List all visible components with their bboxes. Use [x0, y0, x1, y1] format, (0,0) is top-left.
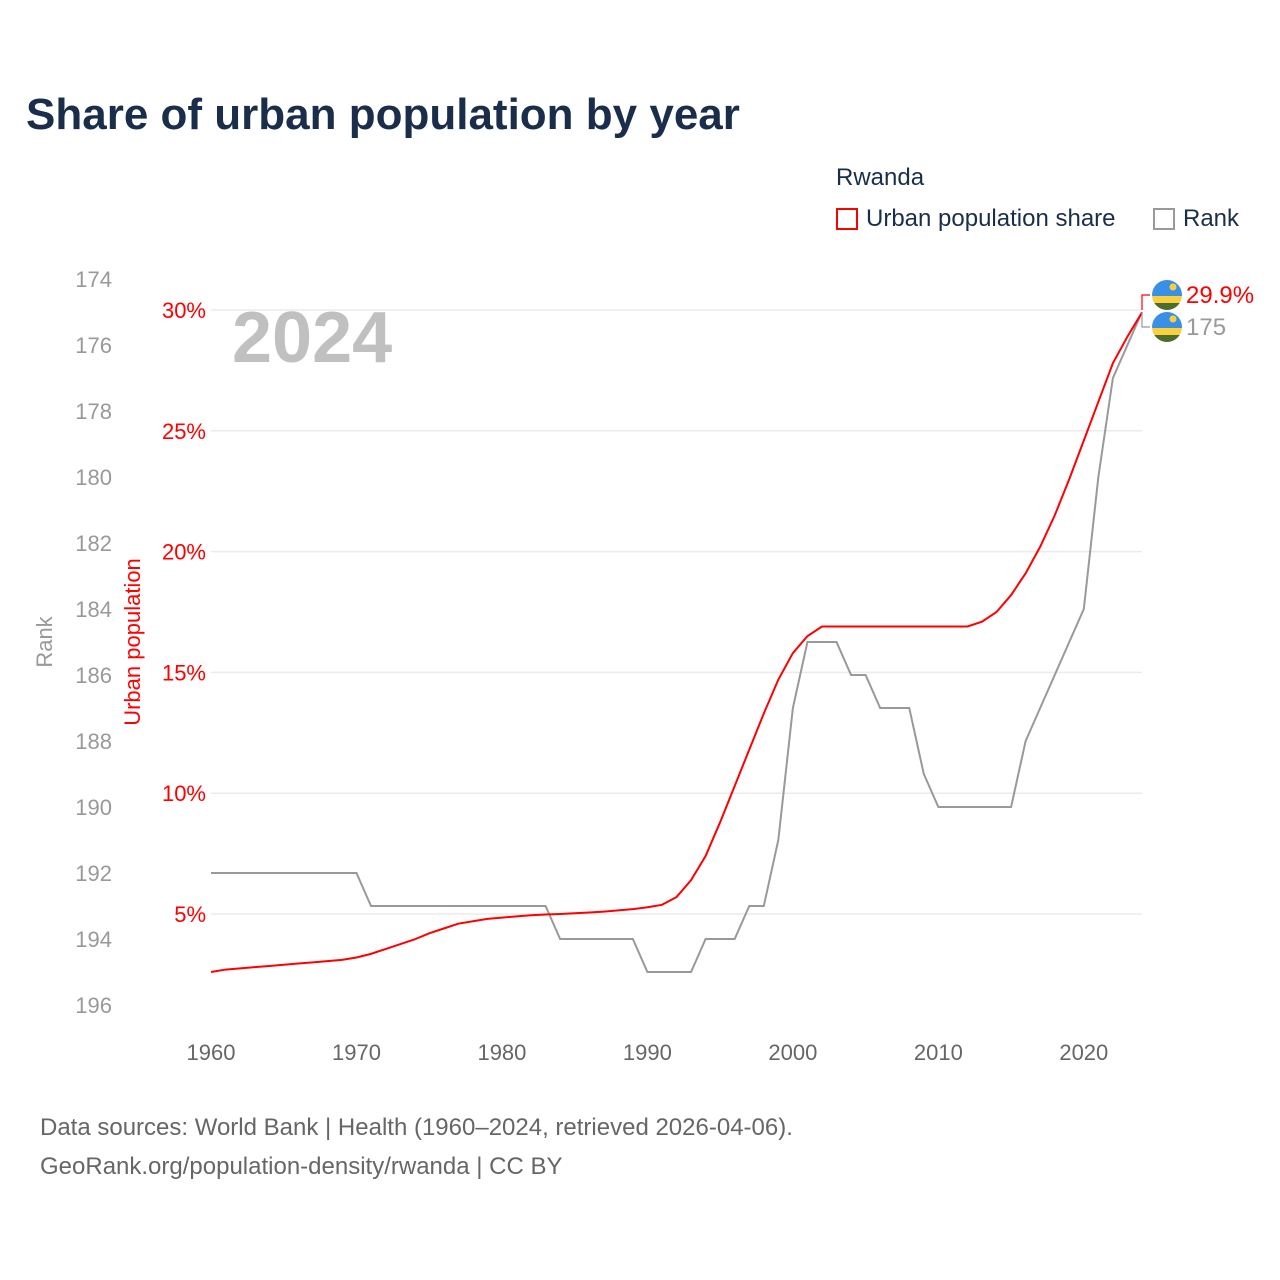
urban-tick-label: 25% [162, 419, 206, 444]
urban-tick-label: 15% [162, 660, 206, 685]
rank-tick-label: 174 [75, 267, 112, 292]
x-tick-label: 1990 [623, 1040, 672, 1065]
rank-tick-label: 196 [75, 993, 112, 1018]
urban-tick-label: 20% [162, 540, 206, 565]
urban-axis-label: Urban population [120, 558, 145, 726]
rank-tick-label: 186 [75, 663, 112, 688]
rwanda-flag-icon [1152, 280, 1182, 310]
rank-tick-label: 184 [75, 597, 112, 622]
x-tick-label: 2010 [914, 1040, 963, 1065]
rank-tick-label: 180 [75, 465, 112, 490]
legend-title: Rwanda [836, 164, 925, 191]
legend-swatch-urban [836, 208, 858, 230]
chart-title: Share of urban population by year [26, 90, 740, 139]
rank-tick-label: 190 [75, 795, 112, 820]
rank-tick-label: 178 [75, 399, 112, 424]
urban-line [210, 311, 1143, 973]
x-tick-label: 1960 [187, 1040, 236, 1065]
urban-tick-label: 5% [174, 902, 206, 927]
rank-end-label: 175 [1186, 314, 1226, 341]
rank-tick-label: 182 [75, 531, 112, 556]
legend-swatch-rank [1153, 208, 1175, 230]
rwanda-flag-icon [1152, 312, 1182, 342]
legend-item-urban[interactable]: Urban population share [836, 205, 1116, 233]
footer: Data sources: World Bank | Health (1960–… [40, 1108, 793, 1186]
legend-label-urban: Urban population share [866, 205, 1116, 232]
rank-tick-label: 176 [75, 333, 112, 358]
footer-sources: Data sources: World Bank | Health (1960–… [40, 1114, 793, 1141]
x-tick-label: 2020 [1059, 1040, 1108, 1065]
legend-item-rank[interactable]: Rank [1153, 205, 1239, 233]
x-tick-label: 1970 [332, 1040, 381, 1065]
x-tick-label: 1980 [477, 1040, 526, 1065]
rank-tick-label: 192 [75, 861, 112, 886]
rank-axis-label: Rank [32, 615, 57, 667]
year-watermark: 2024 [232, 298, 392, 378]
rank-line [211, 311, 1143, 973]
legend-label-rank: Rank [1183, 205, 1240, 232]
rank-end-connector [1141, 312, 1150, 328]
x-tick-label: 2000 [768, 1040, 817, 1065]
urban-end-label: 29.9% [1186, 282, 1254, 309]
urban-tick-label: 10% [162, 781, 206, 806]
urban-tick-label: 30% [162, 298, 206, 323]
rank-tick-label: 194 [75, 927, 112, 952]
footer-link[interactable]: GeoRank.org/population-density/rwanda | … [40, 1153, 563, 1180]
urban-end-connector [1141, 294, 1150, 310]
rank-tick-label: 188 [75, 729, 112, 754]
